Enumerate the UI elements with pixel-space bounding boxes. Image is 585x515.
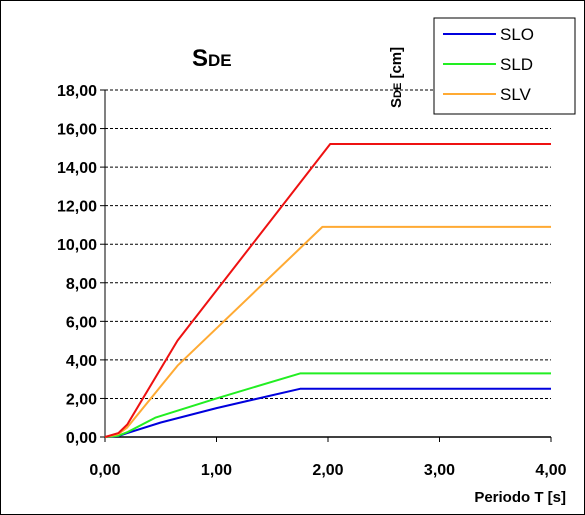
y-tick-label: 2,00 [66, 391, 97, 408]
series-line-slv [104, 225, 551, 438]
series-layer [104, 143, 551, 438]
y-tick-label: 14,00 [57, 160, 97, 177]
y-tick-label: 4,00 [66, 353, 97, 370]
x-tick-labels: 0,00 1,00 2,00 3,00 4,00 [89, 462, 566, 479]
legend: SLO SLD SLV [433, 17, 576, 115]
y-tick-label: 6,00 [66, 314, 97, 331]
chart-title-main: S [192, 45, 208, 72]
y-tick-label: 12,00 [57, 199, 97, 216]
x-tick-label: 3,00 [424, 462, 455, 479]
y-axis-title-unit: [cm] [388, 47, 405, 83]
y-tick-label: 16,00 [57, 122, 97, 139]
y-axis-title: SDE [cm] [388, 47, 405, 108]
x-tick-label: 4,00 [535, 462, 566, 479]
y-tick-label: 10,00 [57, 237, 97, 254]
y-tick-label: 0,00 [66, 430, 97, 447]
y-tick-label: 8,00 [66, 276, 97, 293]
x-tick-label: 1,00 [201, 462, 232, 479]
y-tick-label: 18,00 [57, 83, 97, 100]
legend-label-slv: SLV [500, 85, 532, 104]
legend-label-slo: SLO [500, 25, 534, 44]
y-axis-title-main: S [388, 98, 405, 108]
x-axis-title: Periodo T [s] [474, 489, 566, 506]
y-tick-labels: 0,00 2,00 4,00 6,00 8,00 10,00 12,00 14,00 16,00… [57, 83, 97, 447]
series-line-sld [104, 372, 551, 438]
series-line-4 [104, 143, 551, 438]
x-tick-label: 2,00 [312, 462, 343, 479]
axes-layer [100, 89, 552, 442]
x-tick-label: 0,00 [89, 462, 120, 479]
y-axis-title-sub: DE [392, 83, 404, 98]
chart-title: SDE [192, 45, 232, 72]
legend-label-sld: SLD [500, 55, 533, 74]
grid-layer [105, 89, 551, 399]
chart-title-sub: DE [208, 51, 232, 70]
